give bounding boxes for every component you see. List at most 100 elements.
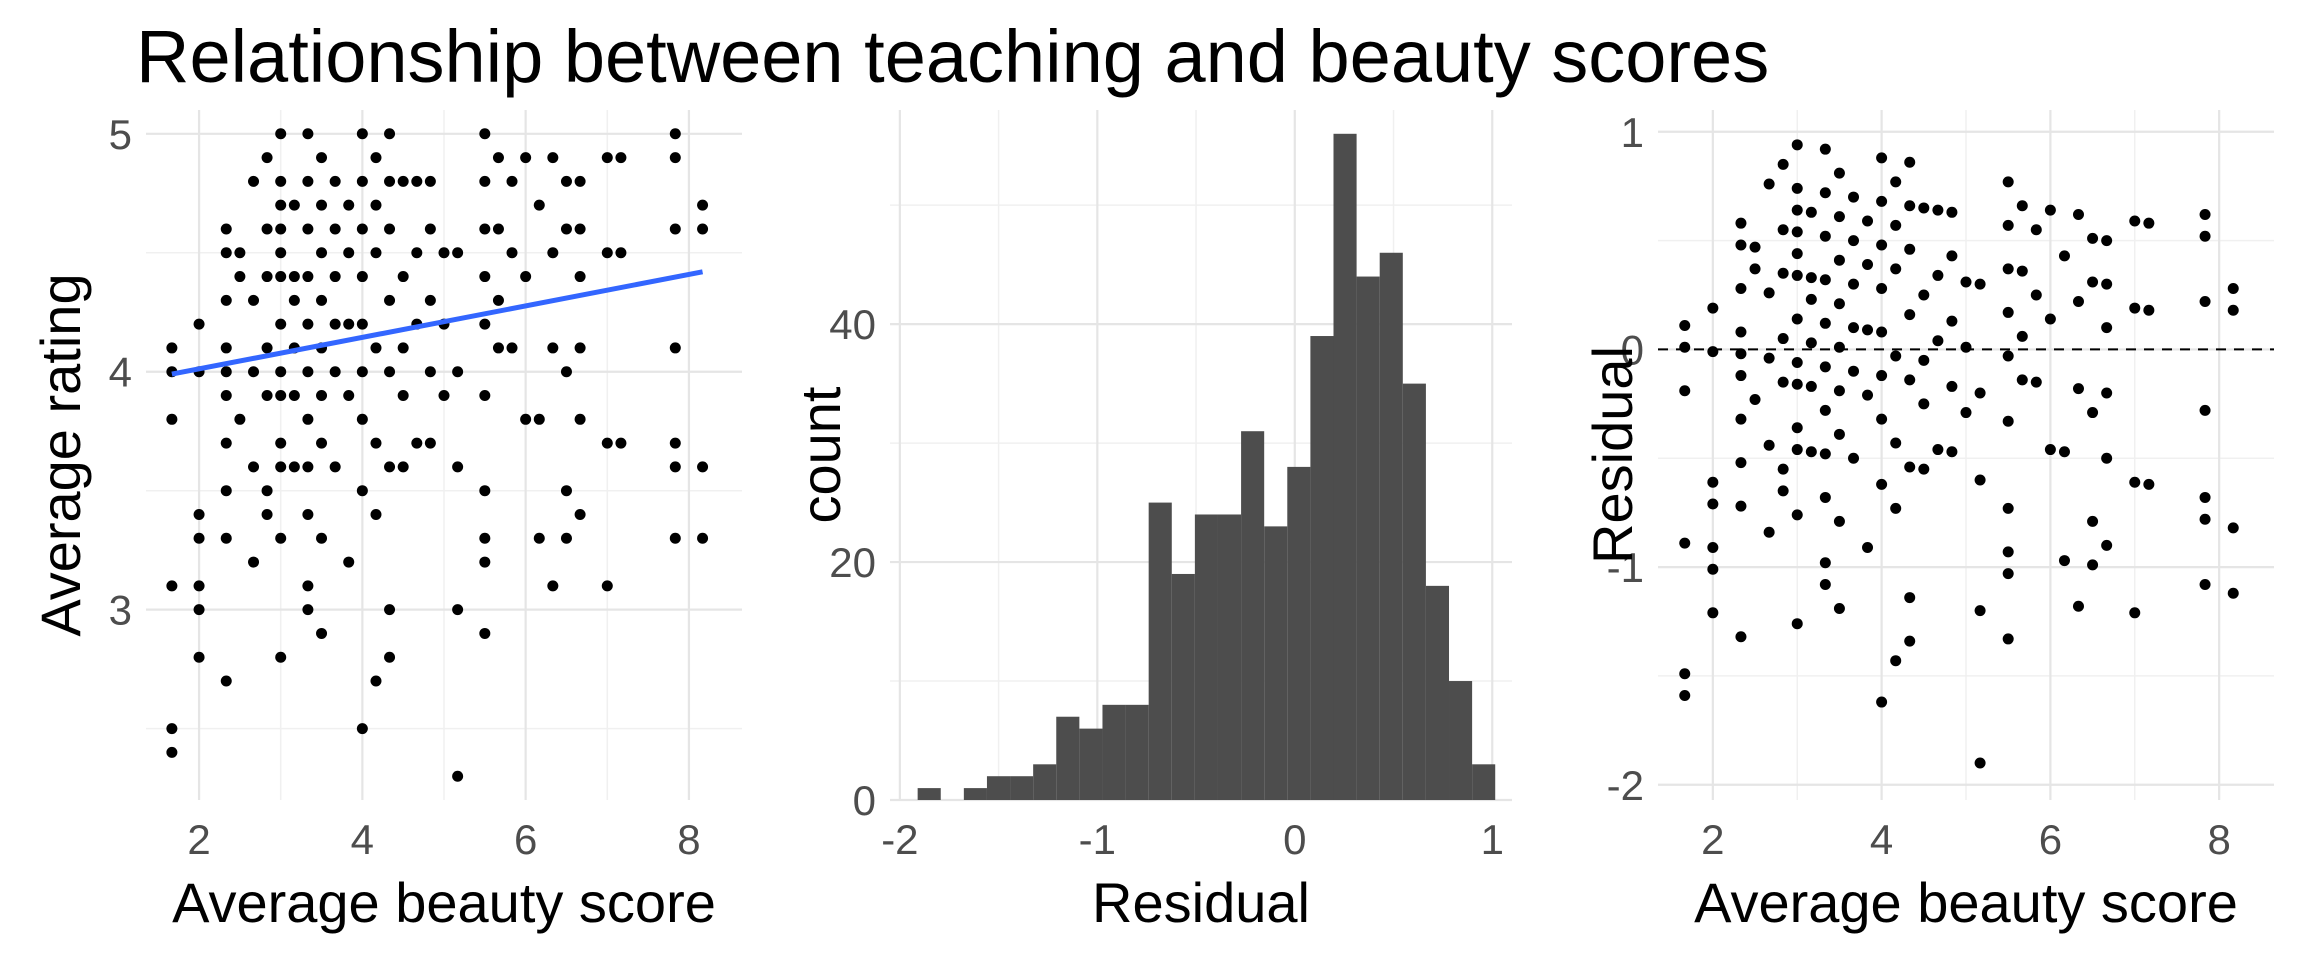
scatter-point: [193, 318, 205, 330]
scatter-point: [2030, 224, 2042, 236]
scatter-point: [1791, 269, 1803, 281]
x-axis-title: Residual: [1092, 871, 1310, 934]
scatter-point: [384, 128, 396, 140]
scatter-point: [2002, 306, 2014, 318]
scatter-point: [669, 128, 681, 140]
histogram-bar: [1356, 276, 1380, 800]
scatter-point: [574, 175, 586, 187]
scatter-point: [452, 604, 464, 616]
scatter-point: [424, 223, 436, 235]
scatter-point: [2101, 278, 2113, 290]
scatter-point: [370, 675, 382, 687]
scatter-point: [2199, 579, 2211, 591]
scatter-point: [1707, 476, 1719, 488]
scatter-point: [1974, 757, 1986, 769]
scatter-point: [356, 413, 368, 425]
scatter-point: [2072, 296, 2084, 308]
scatter-point: [1735, 326, 1747, 338]
scatter-point: [370, 199, 382, 211]
scatter-point: [1791, 313, 1803, 325]
scatter-point: [261, 508, 273, 520]
scatter-point: [384, 175, 396, 187]
x-tick-label: 6: [514, 816, 537, 863]
scatter-point: [248, 294, 260, 306]
histogram-bar: [1194, 514, 1218, 800]
scatter-point: [275, 247, 287, 259]
x-tick-label: 8: [677, 816, 700, 863]
scatter-point: [1876, 326, 1888, 338]
scatter-point: [329, 366, 341, 378]
scatter-point: [2058, 446, 2070, 458]
scatter-point: [1749, 393, 1761, 405]
scatter-point: [316, 247, 328, 259]
scatter-point: [356, 485, 368, 497]
scatter-point: [1805, 293, 1817, 305]
scatter-point: [1735, 457, 1747, 469]
scatter-point: [479, 627, 491, 639]
scatter-point: [1679, 537, 1691, 549]
scatter-point: [1848, 365, 1860, 377]
scatter-point: [1904, 461, 1916, 473]
scatter-point: [1735, 348, 1747, 360]
scatter-point: [288, 271, 300, 283]
scatter-point: [343, 247, 355, 259]
scatter-point: [1974, 605, 1986, 617]
scatter-point: [697, 461, 709, 473]
scatter-point: [316, 294, 328, 306]
scatter-point: [220, 294, 232, 306]
scatter-point: [2002, 546, 2014, 558]
scatter-point: [560, 485, 572, 497]
scatter-point: [248, 366, 260, 378]
scatter-point: [1876, 282, 1888, 294]
scatter-point: [2199, 491, 2211, 503]
x-tick-label: 4: [1870, 816, 1893, 863]
scatter-point: [2143, 304, 2155, 316]
scatter-point: [1749, 263, 1761, 275]
scatter-point: [2227, 282, 2239, 294]
histogram-bar: [1056, 716, 1080, 800]
scatter-point: [302, 271, 314, 283]
scatter-point: [1833, 254, 1845, 266]
scatter-point: [166, 342, 178, 354]
scatter-point: [1833, 298, 1845, 310]
scatter-point: [1791, 422, 1803, 434]
scatter-point: [520, 413, 532, 425]
scatter-point: [2044, 313, 2056, 325]
scatter-point: [669, 223, 681, 235]
scatter-point: [697, 199, 709, 211]
scatter-point: [1904, 156, 1916, 168]
scatter-point: [1946, 315, 1958, 327]
scatter-point: [302, 604, 314, 616]
scatter-point: [2044, 444, 2056, 456]
scatter-point: [1805, 206, 1817, 218]
scatter-point: [384, 223, 396, 235]
scatter-point: [275, 318, 287, 330]
scatter-point: [1848, 191, 1860, 203]
scatter-point: [2101, 387, 2113, 399]
scatter-point: [492, 152, 504, 164]
scatter-point: [1876, 239, 1888, 251]
scatter-point: [2058, 250, 2070, 262]
y-tick-label: 1: [1621, 109, 1644, 156]
scatter-point: [397, 390, 409, 402]
scatter-point: [220, 675, 232, 687]
scatter-point: [329, 175, 341, 187]
scatter-point: [1862, 389, 1874, 401]
scatter-point: [275, 532, 287, 544]
scatter-point: [574, 413, 586, 425]
y-axis-title: count: [789, 386, 852, 523]
scatter-point: [397, 175, 409, 187]
scatter-point: [1848, 452, 1860, 464]
scatter-point: [384, 461, 396, 473]
scatter-point: [370, 247, 382, 259]
scatter-point: [2072, 383, 2084, 395]
scatter-point: [275, 271, 287, 283]
scatter-point: [1876, 370, 1888, 382]
scatter-point: [2072, 208, 2084, 220]
y-tick-label: -2: [1607, 762, 1644, 809]
y-tick-label: 0: [853, 777, 876, 824]
scatter-point: [220, 223, 232, 235]
scatter-point: [1763, 526, 1775, 538]
